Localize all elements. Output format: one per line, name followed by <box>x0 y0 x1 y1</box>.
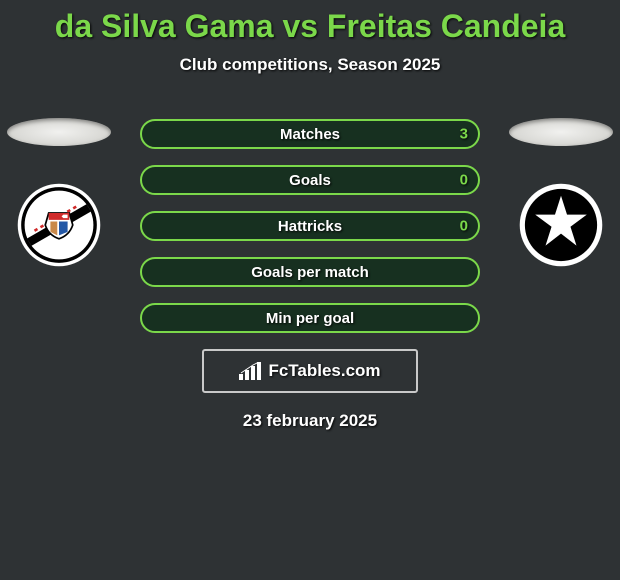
stat-value-right: 3 <box>460 126 468 143</box>
stat-value-right: 0 <box>460 218 468 235</box>
stat-label: Goals per match <box>251 264 369 281</box>
page-title: da Silva Gama vs Freitas Candeia <box>0 8 620 45</box>
stat-row-hattricks: Hattricks 0 <box>140 211 480 241</box>
stat-label: Min per goal <box>266 310 354 327</box>
stat-value-right: 0 <box>460 172 468 189</box>
bar-chart-icon <box>239 362 263 380</box>
stat-row-mpg: Min per goal <box>140 303 480 333</box>
stat-label: Hattricks <box>278 218 342 235</box>
brand-box: FcTables.com <box>202 349 418 393</box>
stat-label: Matches <box>280 126 340 143</box>
stat-row-gpm: Goals per match <box>140 257 480 287</box>
brand-text: FcTables.com <box>268 361 380 381</box>
subtitle: Club competitions, Season 2025 <box>0 55 620 75</box>
stat-label: Goals <box>289 172 331 189</box>
stat-row-matches: Matches 3 <box>140 119 480 149</box>
comparison-card: da Silva Gama vs Freitas Candeia Club co… <box>0 0 620 580</box>
date-line: 23 february 2025 <box>0 411 620 431</box>
stat-bars: Matches 3 Goals 0 Hattricks 0 Goals per … <box>0 119 620 333</box>
stat-row-goals: Goals 0 <box>140 165 480 195</box>
